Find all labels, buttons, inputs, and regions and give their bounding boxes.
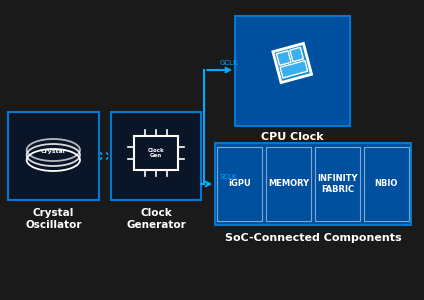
Text: NBIO: NBIO bbox=[374, 179, 398, 188]
Text: GCLK: GCLK bbox=[219, 60, 238, 66]
FancyBboxPatch shape bbox=[266, 147, 311, 221]
Text: INFINITY
FABRIC: INFINITY FABRIC bbox=[317, 174, 358, 194]
FancyBboxPatch shape bbox=[280, 61, 308, 78]
Text: Crystal: Crystal bbox=[41, 149, 66, 154]
FancyBboxPatch shape bbox=[276, 51, 291, 65]
FancyBboxPatch shape bbox=[111, 112, 201, 200]
FancyBboxPatch shape bbox=[273, 44, 312, 82]
FancyBboxPatch shape bbox=[8, 112, 99, 200]
Text: Clock
Gen: Clock Gen bbox=[148, 148, 165, 158]
FancyBboxPatch shape bbox=[364, 147, 409, 221]
FancyBboxPatch shape bbox=[215, 143, 411, 225]
FancyBboxPatch shape bbox=[290, 47, 304, 62]
Text: SCLK: SCLK bbox=[219, 174, 237, 180]
FancyBboxPatch shape bbox=[217, 147, 262, 221]
Text: MEMORY: MEMORY bbox=[268, 179, 309, 188]
Text: Crystal
Oscillator: Crystal Oscillator bbox=[25, 208, 81, 230]
Text: iGPU: iGPU bbox=[228, 179, 251, 188]
Text: CPU Clock: CPU Clock bbox=[261, 132, 324, 142]
Text: Clock
Generator: Clock Generator bbox=[126, 208, 186, 230]
FancyBboxPatch shape bbox=[315, 147, 360, 221]
FancyBboxPatch shape bbox=[235, 16, 349, 126]
FancyBboxPatch shape bbox=[134, 136, 178, 170]
Text: SoC-Connected Components: SoC-Connected Components bbox=[225, 233, 401, 243]
